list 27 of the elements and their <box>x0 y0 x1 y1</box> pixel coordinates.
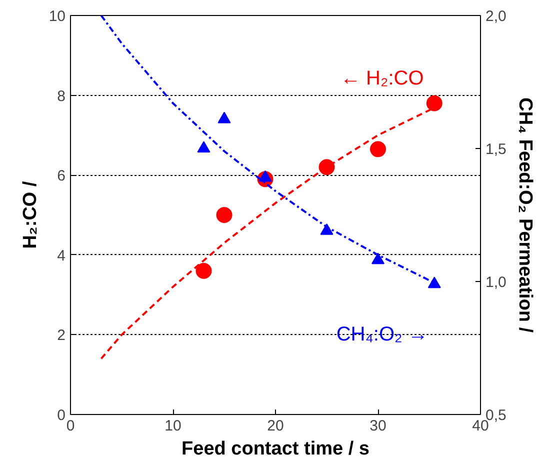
point <box>318 159 335 176</box>
y-tick-label: 6 <box>57 168 66 185</box>
y2-tick-label: 1,0 <box>486 274 506 291</box>
y-axis-title: H₂:CO / <box>20 180 41 249</box>
y-tick-label: 0 <box>57 407 66 424</box>
x-axis-title: Feed contact time / s <box>182 438 370 460</box>
point <box>428 276 441 288</box>
annotation: ← H₂:CO <box>340 68 424 90</box>
point <box>218 112 231 124</box>
y-tick-label: 10 <box>48 8 66 25</box>
x-tick-label: 10 <box>164 418 182 434</box>
point <box>258 170 272 182</box>
x-tick-label: 20 <box>267 418 284 434</box>
y-tick-label: 2 <box>57 327 66 344</box>
point <box>370 141 386 158</box>
point <box>372 252 384 264</box>
point <box>216 207 232 223</box>
point <box>197 141 210 152</box>
y-tick-label: 8 <box>57 88 66 105</box>
x-tick-label: 30 <box>370 418 386 434</box>
y2-axis-title: CH₄ Feed:O₂ Permeation / <box>514 98 536 334</box>
point <box>196 262 212 279</box>
point <box>426 95 442 112</box>
y-tick-label: 4 <box>57 247 66 264</box>
y2-tick-label: 1,5 <box>486 141 506 158</box>
y2-tick-label: 2,0 <box>486 8 506 25</box>
annotation: CH₄:O₂ → <box>336 324 428 346</box>
